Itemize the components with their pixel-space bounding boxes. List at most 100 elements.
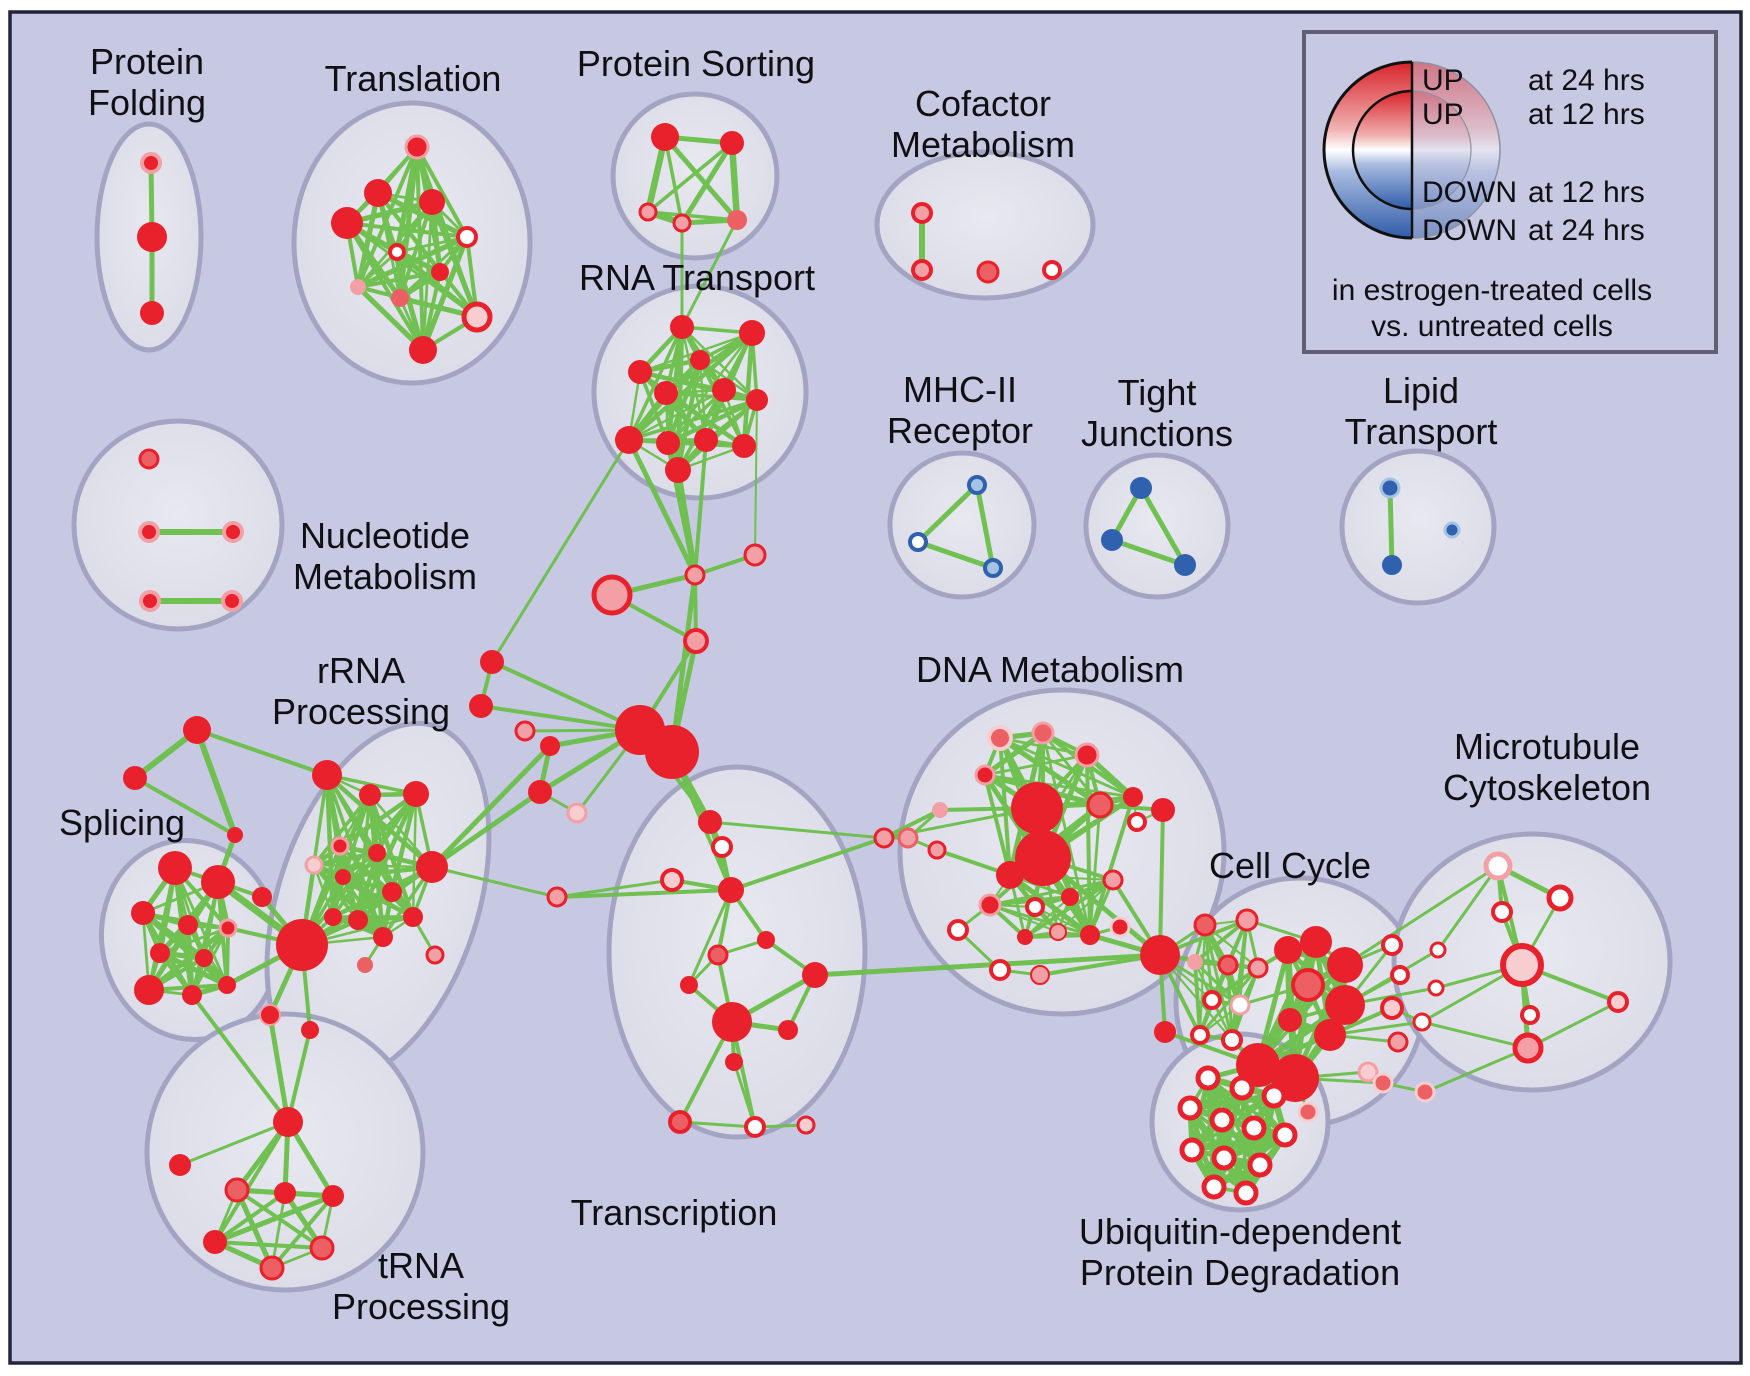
- edge-mt10-mt6: [1420, 1020, 1530, 1050]
- gene-node-rr10: [416, 851, 448, 883]
- edge-x1-rr1: [195, 728, 329, 777]
- edge-tx4-br1: [729, 836, 886, 892]
- gene-node-ub11: [1201, 1174, 1227, 1200]
- gene-node-ps1: [651, 123, 679, 151]
- gene-node-ccl: [1140, 935, 1180, 975]
- gene-node-dn14: [1061, 888, 1079, 906]
- gene-node-tx1: [698, 810, 722, 834]
- gene-node-cf3: [976, 260, 1000, 284]
- gene-node-x1: [183, 716, 211, 744]
- gene-node-rr11: [348, 910, 368, 930]
- gene-node-lt2: [1382, 555, 1402, 575]
- gene-node-lm1: [540, 736, 560, 756]
- gene-node-cc3: [1187, 954, 1203, 970]
- cluster-label-transcription-line1: Transcription: [571, 1192, 778, 1233]
- mesh-edge-2-rt4-rt12: [675, 357, 703, 473]
- cluster-label-protein-sorting-line1: Protein Sorting: [577, 43, 815, 84]
- gene-node-cc14: [1325, 985, 1365, 1025]
- edge-tj1-tj3: [1138, 485, 1188, 568]
- mesh-edge-6-dn4-dn12: [983, 773, 1012, 877]
- gene-node-rrh: [276, 919, 328, 971]
- legend-inner-right-outline: [1411, 90, 1472, 210]
- gene-node-rrb1: [259, 1004, 281, 1026]
- legend-time-4: at 24 hrs: [1528, 214, 1645, 247]
- gene-node-dn12: [996, 861, 1024, 889]
- gene-node-tx3: [660, 868, 684, 892]
- gene-node-cf1: [911, 202, 933, 224]
- edge-m1-m3: [974, 482, 996, 571]
- cluster-ellipse-protein-sorting: [610, 91, 780, 261]
- cluster-label-nucleotide-metabolism-line2: Metabolism: [293, 556, 477, 597]
- cluster-label-cofactor-metabolism-line1: Cofactor: [915, 83, 1051, 124]
- gene-node-tn4: [203, 1230, 227, 1254]
- edge-ps5-rt1: [680, 218, 739, 329]
- gene-node-tx2: [711, 836, 733, 858]
- mesh-edge-5-tn4-tn5: [213, 1240, 324, 1250]
- gene-node-tx5: [757, 931, 775, 949]
- edge-rt8-ch1: [626, 437, 698, 578]
- mesh-edge-0-t8-t11: [355, 284, 426, 353]
- gene-node-ub5: [1209, 1107, 1235, 1133]
- gene-node-dn6: [897, 827, 919, 849]
- gene-node-ub2: [1229, 1075, 1255, 1101]
- mesh-edge-4-rr6-rr11: [355, 850, 380, 923]
- mesh-edge-7-dn12-dn20: [1008, 873, 1092, 937]
- gene-node-dn15: [1025, 897, 1045, 917]
- gene-node-sp5: [218, 918, 238, 938]
- legend-inner-left-outline: [1351, 89, 1413, 211]
- cluster-label-trna-processing-line2: Processing: [332, 1286, 510, 1327]
- mesh-edge-0-t2-t8: [355, 190, 381, 290]
- gene-node-ps2: [720, 131, 744, 155]
- edge-x2-x3: [133, 776, 237, 837]
- gene-node-chr: [743, 543, 767, 567]
- gene-node-t9: [391, 289, 409, 307]
- mesh-edge-4-rr7-rr12: [341, 875, 385, 939]
- legend-direction-2: UP: [1422, 98, 1464, 131]
- mesh-edge-4-rr3-rr9: [411, 792, 418, 919]
- gene-node-tx9: [712, 1002, 752, 1042]
- gene-node-t10: [461, 301, 493, 333]
- gene-node-rt5: [654, 381, 678, 405]
- gene-node-ub3: [1261, 1083, 1287, 1109]
- gene-node-cc19: [1380, 996, 1404, 1020]
- gene-node-nm2: [138, 521, 160, 543]
- mesh-edge-2-rt6-rt8: [627, 388, 726, 442]
- gene-node-dn13: [1102, 869, 1124, 891]
- legend-caption-line2: vs. untreated cells: [1371, 310, 1613, 343]
- gene-node-lm2: [528, 780, 552, 804]
- edge-rt10-ch1: [693, 438, 708, 577]
- gene-node-dn16: [978, 893, 1002, 917]
- mesh-edge-5-tn3-tn6: [270, 1194, 335, 1270]
- gene-node-mt1: [1483, 851, 1513, 881]
- gene-node-trh: [273, 1107, 303, 1137]
- gene-node-tj3: [1174, 554, 1196, 576]
- gene-node-rt11: [732, 434, 756, 458]
- gene-node-dn7: [927, 840, 947, 860]
- gene-node-t5: [456, 226, 478, 248]
- gene-node-rt3: [628, 360, 652, 384]
- cluster-label-cofactor-metabolism-line2: Metabolism: [891, 124, 1075, 165]
- gene-node-tx11: [725, 1053, 743, 1071]
- edge-tx1-br1: [708, 820, 886, 840]
- gene-node-tn3: [322, 1185, 344, 1207]
- gene-node-mt10: [1412, 1012, 1432, 1032]
- gene-node-dn18: [1017, 929, 1033, 945]
- gene-node-ccb1: [1236, 1043, 1280, 1087]
- gene-node-rr13: [324, 908, 342, 926]
- gene-node-ps5: [727, 210, 747, 230]
- edge-m1-m2: [915, 482, 980, 545]
- mesh-edge-1-ps1-ps4: [663, 135, 684, 225]
- legend-box: [1302, 30, 1718, 354]
- cluster-label-translation-line1: Translation: [325, 58, 502, 99]
- mesh-edge-2-rt6-rt9: [666, 388, 726, 445]
- mesh-edge-8-cc11-ccb1: [1254, 938, 1320, 1069]
- gene-node-cc5: [1247, 957, 1269, 979]
- gene-node-rr14: [425, 945, 445, 965]
- gene-node-m1: [967, 475, 987, 495]
- mesh-edge-2-rt5-rt11: [663, 390, 747, 449]
- cluster-label-microtubule-cytoskeleton-line2: Cytoskeleton: [1443, 767, 1651, 808]
- gene-node-rt4: [690, 350, 710, 370]
- gene-node-cf4: [1042, 260, 1062, 280]
- gene-node-sp10: [218, 976, 236, 994]
- gene-node-t11: [409, 336, 437, 364]
